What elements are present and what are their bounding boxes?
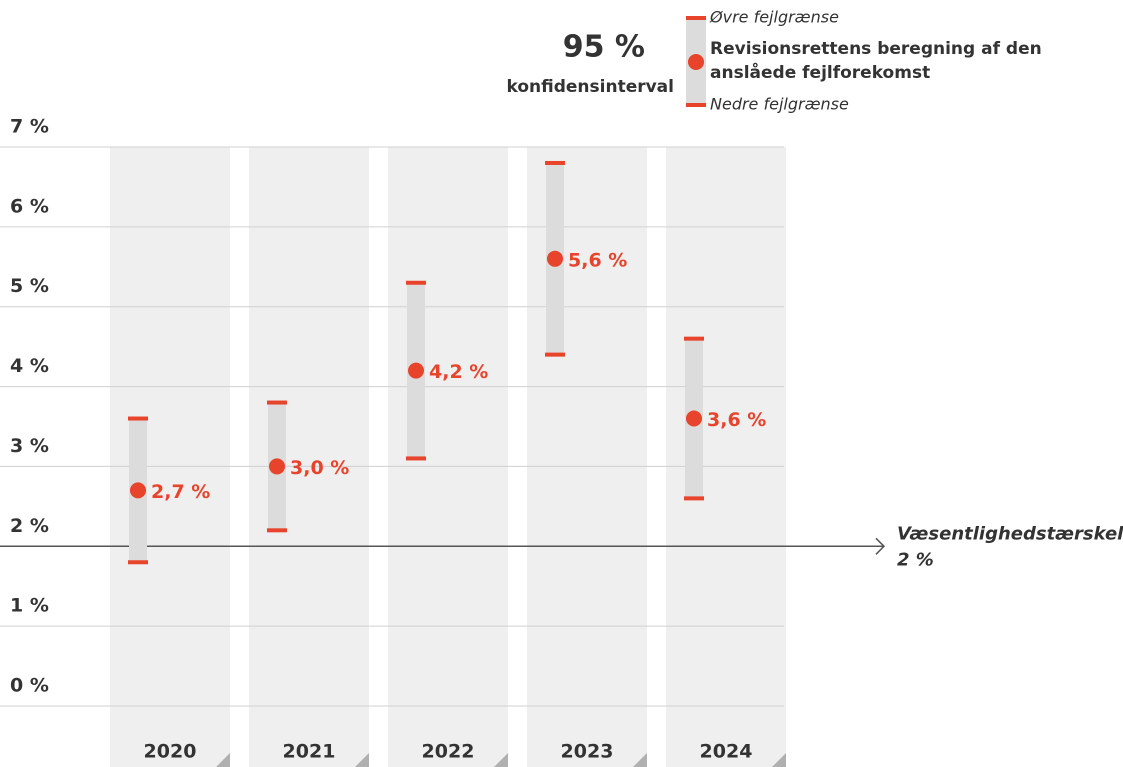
- lower-cap: [128, 560, 148, 565]
- value-label: 4,2 %: [429, 361, 488, 383]
- upper-cap: [128, 416, 148, 421]
- y-tick-label: 3 %: [10, 435, 49, 457]
- legend-point-label: Revisionsrettens beregning af den: [710, 39, 1042, 59]
- corner-mark: [633, 753, 647, 767]
- y-tick-label: 5 %: [10, 275, 49, 297]
- upper-cap: [267, 400, 287, 405]
- legend-lower-cap: [686, 103, 706, 107]
- estimate-point: [547, 250, 563, 267]
- legend-interval-label: konfidensinterval: [506, 77, 674, 97]
- estimate-point: [130, 482, 146, 499]
- value-label: 5,6 %: [568, 249, 627, 271]
- corner-mark: [772, 753, 786, 767]
- upper-cap: [406, 280, 426, 285]
- y-tick-label: 4 %: [10, 355, 49, 377]
- x-tick-label: 2022: [422, 741, 475, 763]
- x-tick-label: 2020: [144, 741, 197, 763]
- x-tick-label: 2021: [283, 741, 336, 763]
- threshold-label: Væsentlighedstærskel:: [897, 523, 1123, 544]
- legend-point-label: anslåede fejlforekomst: [710, 61, 930, 83]
- column-band: [527, 147, 647, 767]
- legend-lower-label: Nedre fejlgrænse: [710, 95, 849, 114]
- estimate-point: [686, 410, 702, 427]
- value-label: 3,0 %: [290, 457, 349, 479]
- corner-mark: [216, 753, 230, 767]
- y-tick-label: 7 %: [10, 116, 49, 138]
- x-tick-label: 2024: [700, 741, 753, 763]
- y-tick-label: 1 %: [10, 595, 49, 617]
- lower-cap: [267, 528, 287, 533]
- column-band: [666, 147, 786, 767]
- estimate-point: [408, 362, 424, 379]
- y-tick-label: 0 %: [10, 675, 49, 697]
- legend-level: 95 %: [563, 30, 645, 65]
- upper-cap: [545, 160, 565, 165]
- legend-upper-cap: [686, 16, 706, 20]
- upper-cap: [684, 336, 704, 341]
- column-band: [110, 147, 230, 767]
- legend-point: [688, 54, 704, 70]
- corner-mark: [494, 753, 508, 767]
- lower-cap: [684, 496, 704, 501]
- value-label: 2,7 %: [151, 481, 210, 503]
- threshold-value-label: 2 %: [897, 549, 934, 570]
- y-tick-label: 6 %: [10, 195, 49, 217]
- legend-upper-label: Øvre fejlgrænse: [709, 8, 839, 27]
- threshold-arrow: [875, 537, 886, 555]
- legend: 95 % konfidensinterval Øvre fejlgrænse R…: [506, 8, 1041, 114]
- value-label: 3,6 %: [707, 409, 766, 431]
- y-tick-label: 2 %: [10, 515, 49, 537]
- estimate-point: [269, 458, 285, 475]
- corner-mark: [355, 753, 369, 767]
- lower-cap: [406, 456, 426, 461]
- lower-cap: [545, 352, 565, 357]
- x-tick-label: 2023: [561, 741, 614, 763]
